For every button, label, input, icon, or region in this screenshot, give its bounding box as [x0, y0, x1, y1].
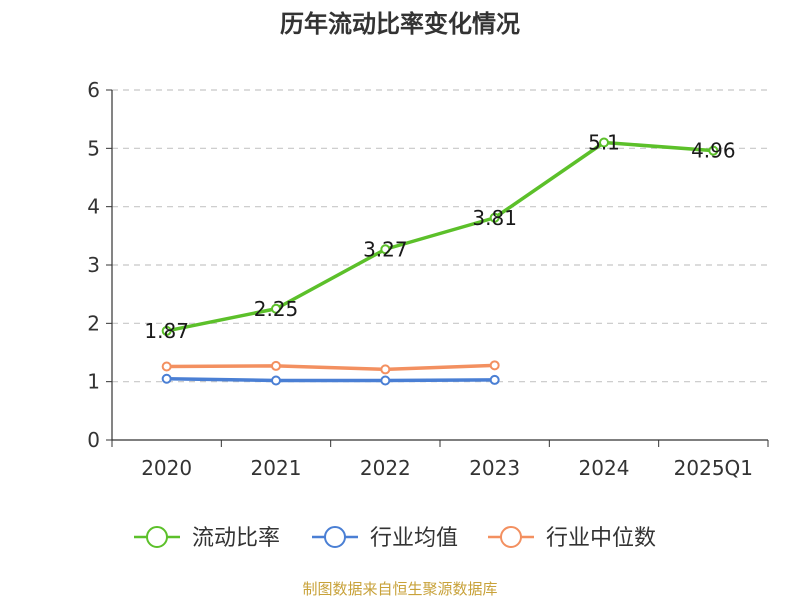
legend-item[interactable]: 流动比率 [134, 526, 280, 551]
legend-label: 行业中位数 [546, 526, 656, 551]
data-label: 5.1 [588, 131, 620, 155]
data-label: 2.25 [254, 297, 299, 321]
x-tick-label: 2021 [251, 456, 302, 480]
data-label: 4.96 [691, 139, 736, 163]
data-point [161, 373, 172, 384]
grid-lines [112, 89, 768, 383]
data-point [161, 361, 172, 372]
data-point [489, 212, 500, 223]
y-tick-label: 0 [87, 428, 100, 452]
x-tick-label: 2020 [141, 456, 192, 480]
data-point [599, 137, 609, 148]
y-tick-label: 1 [87, 370, 100, 394]
legend-item[interactable]: 行业中位数 [488, 526, 656, 551]
y-tick-label: 2 [87, 311, 100, 335]
data-point [489, 374, 500, 385]
source-note: 制图数据来自恒生聚源数据库 [302, 580, 497, 598]
x-tick-label: 2023 [469, 456, 520, 480]
y-tick-label: 5 [87, 136, 100, 160]
data-point [271, 303, 281, 314]
legend[interactable]: 流动比率 行业均值 行业中位数 [134, 526, 656, 551]
series-lines [161, 137, 719, 386]
x-tick-label: 2025Q1 [674, 456, 753, 480]
legend-swatch-marker [500, 526, 522, 548]
axes: 0 1 2 3 4 5 6 2020 2021 2022 2023 2024 2025Q1 [87, 78, 769, 480]
legend-label: 流动比率 [192, 526, 280, 551]
x-tick-label: 2024 [579, 456, 630, 480]
data-labels: 1.87 2.25 3.27 3.81 5.1 4.96 [144, 131, 735, 343]
y-tick-label: 3 [87, 253, 100, 277]
series-line [166, 140, 714, 333]
data-point [380, 244, 391, 255]
legend-label: 行业均值 [370, 526, 458, 551]
chart-title: 历年流动比率变化情况 [280, 10, 520, 38]
data-point [708, 145, 719, 156]
data-label: 3.81 [472, 206, 517, 230]
legend-swatch-marker [146, 526, 168, 548]
data-point [380, 364, 391, 375]
y-tick-label: 6 [87, 78, 100, 102]
data-point [489, 360, 500, 371]
y-tick-label: 4 [87, 195, 100, 219]
x-tick-label: 2022 [360, 456, 411, 480]
data-label: 3.27 [363, 237, 408, 261]
series-line [166, 377, 495, 383]
data-point [271, 375, 281, 386]
data-point [271, 360, 281, 371]
data-point [380, 375, 391, 386]
data-point [161, 325, 172, 336]
series-line [166, 363, 495, 372]
data-label: 1.87 [144, 319, 189, 343]
legend-swatch-marker [324, 526, 346, 548]
legend-item[interactable]: 行业均值 [312, 526, 458, 551]
